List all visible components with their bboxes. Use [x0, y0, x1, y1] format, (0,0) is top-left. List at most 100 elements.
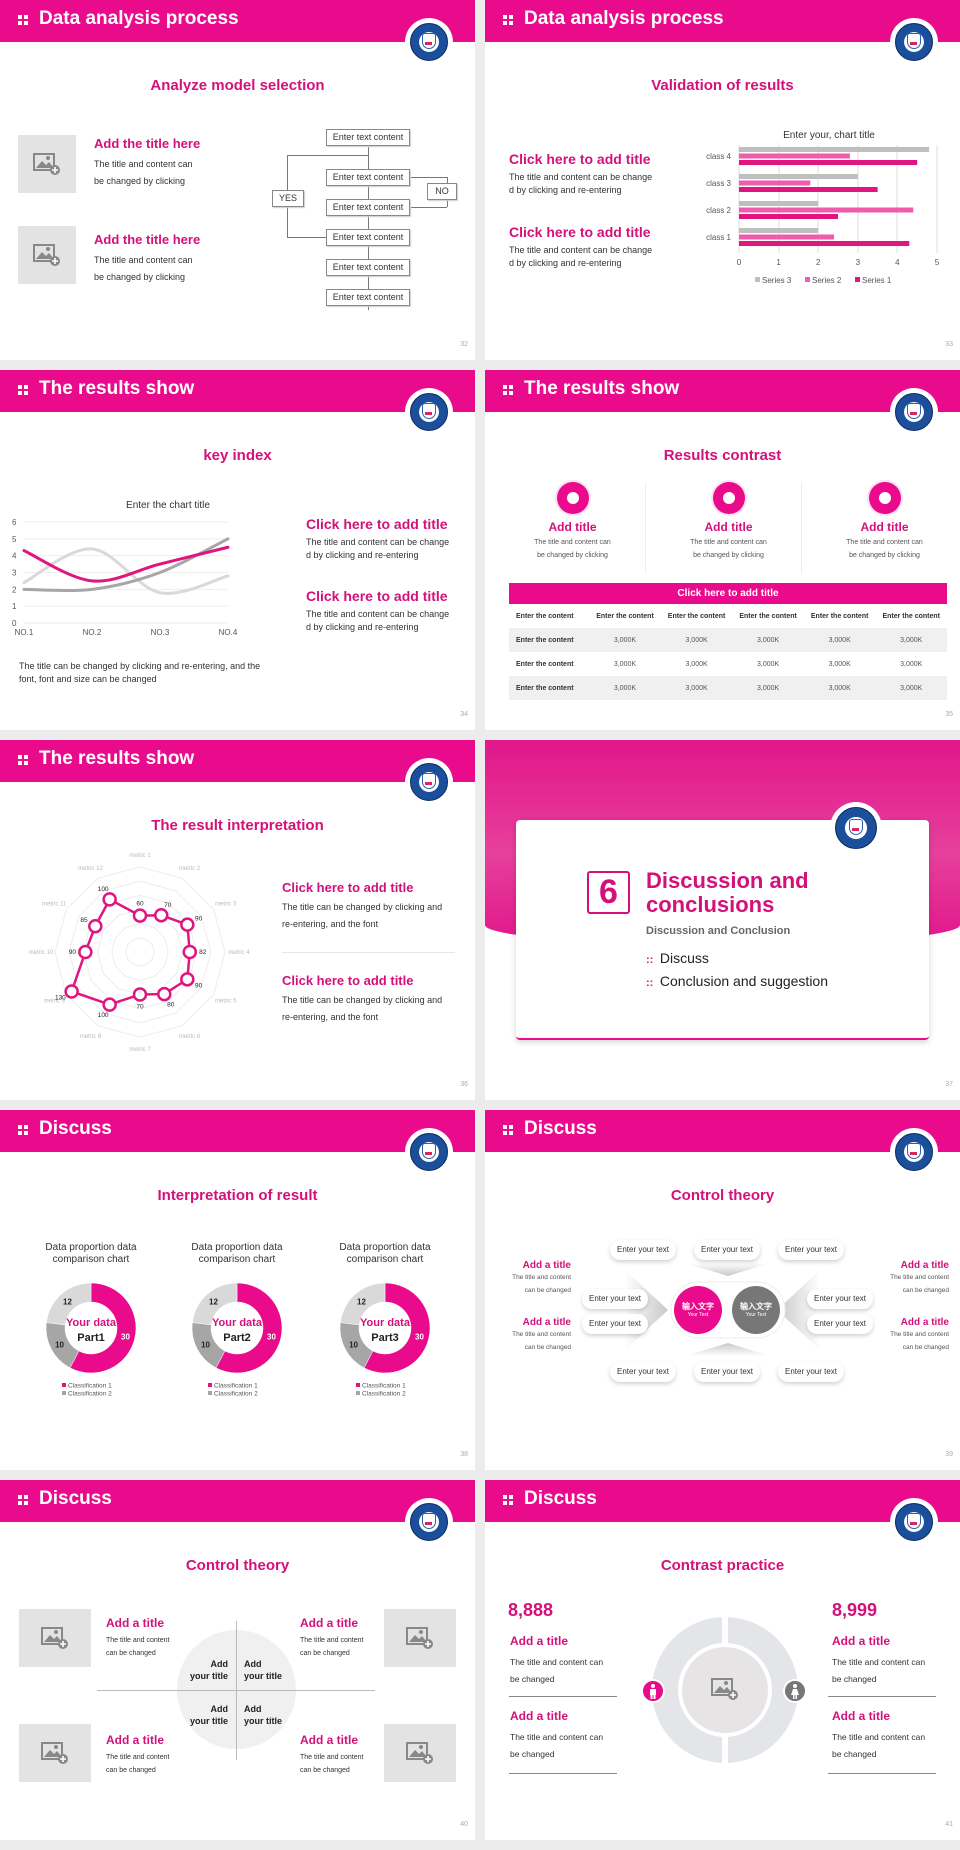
image-placeholder[interactable] — [19, 1724, 91, 1782]
svg-text:6: 6 — [12, 518, 17, 527]
item-title[interactable]: Add a title — [900, 1260, 949, 1271]
arrow-shapes — [625, 1263, 820, 1356]
item-title[interactable]: Click here to add title — [509, 151, 651, 167]
flow-box[interactable]: Enter text content — [326, 289, 410, 306]
item-title[interactable]: Add a title — [300, 1733, 359, 1747]
page-number: 32 — [460, 341, 468, 348]
text-pill[interactable]: Enter your text — [582, 1314, 648, 1334]
item-title[interactable]: Add a title — [300, 1616, 359, 1630]
add-image-icon — [406, 1742, 433, 1764]
item-title[interactable]: Add a title — [510, 1709, 569, 1723]
slide-33[interactable]: Data analysis process Validation of resu… — [485, 0, 960, 360]
image-placeholder[interactable] — [19, 1609, 91, 1667]
donut-chart: Data proportion data comparison chart — [45, 1242, 137, 1265]
svg-text:Classification 1: Classification 1 — [362, 1383, 406, 1390]
item-title[interactable]: Click here to add title — [282, 973, 414, 988]
slide-38[interactable]: Discuss Interpretation of result Data pr… — [0, 1110, 475, 1470]
slide-35[interactable]: The results show Results contrast Add ti… — [485, 370, 960, 730]
slide-subtitle: Results contrast — [663, 447, 782, 464]
slide-41[interactable]: Discuss Contrast practice 8,888 8,999 Ad… — [485, 1480, 960, 1840]
text-pill[interactable]: Enter your text — [807, 1289, 873, 1309]
svg-text:metric 3: metric 3 — [215, 902, 237, 908]
section-bullet[interactable]: :: Conclusion and suggestion — [646, 973, 829, 989]
item-title[interactable]: Add a title — [832, 1709, 891, 1723]
flow-yes-box[interactable]: YES — [272, 190, 304, 207]
svg-text:Classification 2: Classification 2 — [68, 1391, 112, 1398]
text-pill[interactable]: Enter your text — [582, 1289, 648, 1309]
section-bullet[interactable]: :: Discuss — [646, 950, 709, 966]
svg-text:90: 90 — [195, 916, 203, 923]
table-title-bar[interactable]: Click here to add title — [509, 583, 947, 604]
slide-subtitle: Validation of results — [651, 77, 794, 94]
svg-text:NO.4: NO.4 — [219, 628, 238, 637]
item-title[interactable]: Add a title — [510, 1634, 569, 1648]
item-title[interactable]: Add a title — [106, 1733, 165, 1747]
center-circle-pink[interactable]: 输入文字 Your Text — [674, 1286, 722, 1334]
item-title[interactable]: Add a title — [832, 1634, 891, 1648]
item-text: The title and content can be change d by … — [509, 245, 653, 268]
center-circle-gray[interactable]: 输入文字 Your Text — [732, 1286, 780, 1334]
item-title[interactable]: Click here to add title — [306, 516, 448, 532]
flow-no-box[interactable]: NO — [427, 183, 457, 200]
text-pill[interactable]: Enter your text — [807, 1314, 873, 1334]
svg-text:Enter the chart title: Enter the chart title — [126, 500, 210, 511]
column-title[interactable]: Add title — [704, 520, 753, 534]
image-placeholder[interactable] — [18, 135, 76, 193]
item-title[interactable]: Add a title — [522, 1317, 571, 1328]
item-title[interactable]: Click here to add title — [509, 224, 651, 240]
bullet-dots-icon: :: — [646, 954, 654, 966]
image-placeholder[interactable] — [18, 226, 76, 284]
item-title[interactable]: Add the title here — [94, 136, 201, 151]
text-pill[interactable]: Enter your text — [778, 1362, 844, 1382]
quad-label[interactable]: Add your title — [244, 1704, 283, 1726]
text-pill[interactable]: Enter your text — [610, 1240, 676, 1260]
item-title[interactable]: Add a title — [522, 1260, 571, 1271]
quad-label[interactable]: Add your title — [244, 1659, 283, 1681]
add-image-icon — [41, 1627, 68, 1649]
side-item: Add a title The title and content can be … — [873, 1317, 949, 1354]
image-placeholder[interactable] — [384, 1609, 456, 1667]
bullet-dots-icon — [503, 385, 513, 396]
svg-text:NO.2: NO.2 — [83, 628, 102, 637]
header-title: The results show — [39, 378, 195, 399]
header-title: The results show — [524, 378, 680, 399]
section-subtitle: Discussion and Conclusion — [646, 925, 791, 937]
column-title[interactable]: Add title — [548, 520, 597, 534]
svg-text:80: 80 — [167, 1001, 175, 1008]
slide-subtitle: Control theory — [670, 1187, 775, 1204]
slide-36[interactable]: The results show The result interpretati… — [0, 740, 475, 1100]
slide-39[interactable]: Discuss Control theory Add a title The t… — [485, 1110, 960, 1470]
quad-label[interactable]: Add your title — [189, 1659, 228, 1681]
flow-box[interactable]: Enter text content — [326, 129, 410, 146]
flow-box[interactable]: Enter text content — [326, 199, 410, 216]
divider — [828, 1696, 936, 1697]
text-pill[interactable]: Enter your text — [778, 1240, 844, 1260]
flow-box[interactable]: Enter text content — [326, 259, 410, 276]
quad-label[interactable]: Add your title — [189, 1704, 228, 1726]
header-title: Discuss — [39, 1488, 112, 1509]
column-title[interactable]: Add title — [860, 520, 909, 534]
flow-box[interactable]: Enter text content — [326, 229, 410, 246]
image-placeholder[interactable] — [384, 1724, 456, 1782]
svg-text:85: 85 — [80, 917, 88, 924]
svg-text:Series 2: Series 2 — [812, 276, 842, 285]
item-text: The title and content can be changed — [300, 1637, 364, 1657]
text-pill[interactable]: Enter your text — [610, 1362, 676, 1382]
item-title[interactable]: Add a title — [106, 1616, 165, 1630]
slide-32[interactable]: Data analysis process Analyze model sele… — [0, 0, 475, 360]
item-title[interactable]: Add a title — [900, 1317, 949, 1328]
flow-box[interactable]: Enter text content — [326, 169, 410, 186]
quad-v-line — [236, 1621, 237, 1760]
slide-40[interactable]: Discuss Control theory Add your title Add… — [0, 1480, 475, 1840]
donut-chart: Data proportion data comparison chart — [339, 1242, 431, 1265]
item-title[interactable]: Click here to add title — [306, 588, 448, 604]
item-title[interactable]: Add the title here — [94, 232, 201, 247]
text-pill[interactable]: Enter your text — [694, 1240, 760, 1260]
item-title[interactable]: Click here to add title — [282, 880, 414, 895]
slide-34[interactable]: The results show key index Enter the cha… — [0, 370, 475, 730]
university-logo — [890, 1498, 938, 1546]
text-pill[interactable]: Enter your text — [694, 1362, 760, 1382]
table-header-row: Enter the content Enter the content Enter … — [516, 612, 940, 620]
add-image-icon[interactable] — [711, 1677, 739, 1706]
slide-37[interactable]: 6 Discussion and conclusions Discussion a… — [485, 740, 960, 1100]
